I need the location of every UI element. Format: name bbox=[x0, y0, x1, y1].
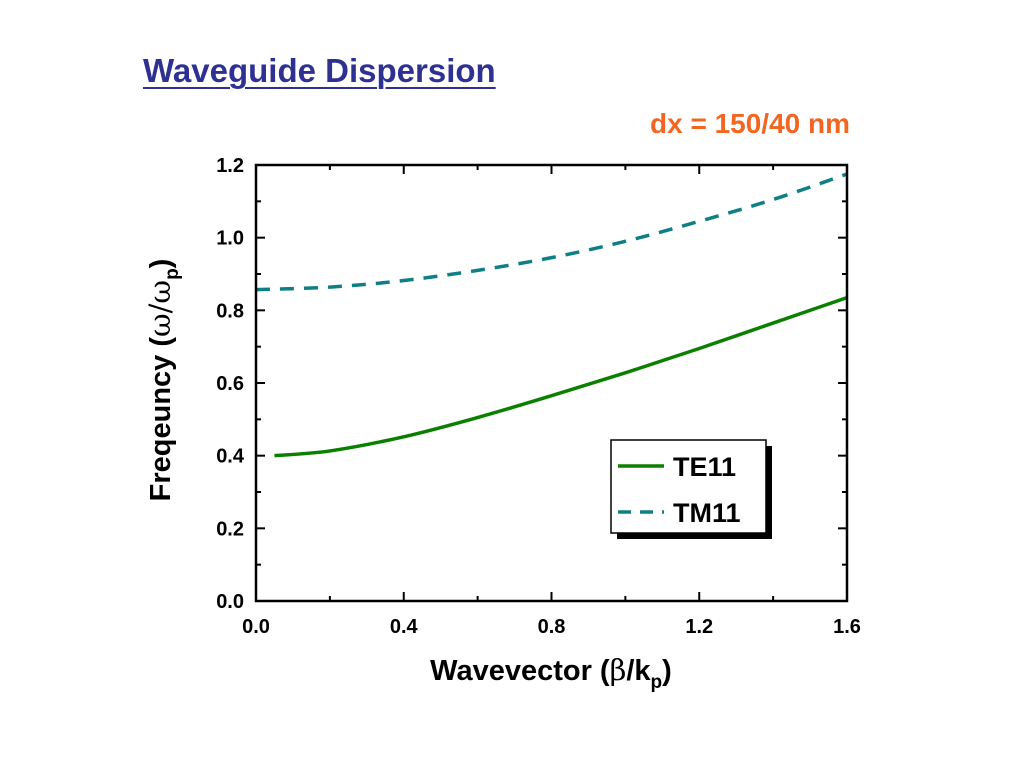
y-tick-label: 0.4 bbox=[216, 446, 245, 468]
plot-frame bbox=[254, 163, 849, 603]
legend-label-te11: TE11 bbox=[673, 452, 736, 482]
y-tick-label: 0.6 bbox=[216, 373, 244, 395]
y-axis-title-post: ) bbox=[145, 259, 177, 269]
x-tick-label: 0.8 bbox=[538, 616, 566, 638]
slide-title: Waveguide Dispersion bbox=[143, 52, 496, 89]
slide-subtitle: dx = 150/40 nm bbox=[650, 108, 851, 139]
x-tick-label: 0.4 bbox=[390, 616, 419, 638]
y-tick-label: 0.0 bbox=[216, 591, 244, 613]
y-tick-label: 0.2 bbox=[216, 518, 244, 540]
y-tick-label: 1.0 bbox=[216, 228, 244, 250]
series-line-te11 bbox=[274, 295, 848, 458]
x-axis-title: Wavevector (β/kp) bbox=[430, 653, 672, 693]
x-axis-title-post: ) bbox=[662, 655, 672, 687]
y-axis-title-mid: /ω bbox=[143, 280, 177, 313]
legend-box bbox=[610, 439, 767, 534]
x-axis-title-symbol: β bbox=[610, 653, 627, 687]
y-tick-label: 0.8 bbox=[216, 300, 244, 322]
series-layer bbox=[255, 172, 848, 458]
x-axis-title-sub: p bbox=[651, 672, 663, 693]
y-axis-title-symbol: ω bbox=[143, 313, 177, 337]
x-tick-label: 0.0 bbox=[242, 616, 270, 638]
ticks-layer: 0.0 0.4 0.8 1.2 1.6 0.0 0.2 0.4 0.6 0.8 1.0 1.2 bbox=[216, 155, 861, 638]
y-axis-title: Freqeuncy (ω/ωp) bbox=[143, 259, 183, 502]
x-axis-title-pre: Wavevector ( bbox=[430, 655, 610, 687]
x-tick-label: 1.6 bbox=[833, 616, 861, 638]
x-tick-label: 1.2 bbox=[685, 616, 713, 638]
x-axis-title-mid: /k bbox=[626, 655, 651, 687]
y-axis-title-pre: Freqeuncy ( bbox=[145, 337, 177, 502]
series-line-tm11 bbox=[255, 172, 848, 292]
y-axis-title-sub: p bbox=[162, 268, 183, 280]
y-tick-label: 1.2 bbox=[216, 155, 244, 177]
legend: TE11 TM11 bbox=[610, 439, 772, 539]
legend-label-tm11: TM11 bbox=[673, 498, 741, 528]
